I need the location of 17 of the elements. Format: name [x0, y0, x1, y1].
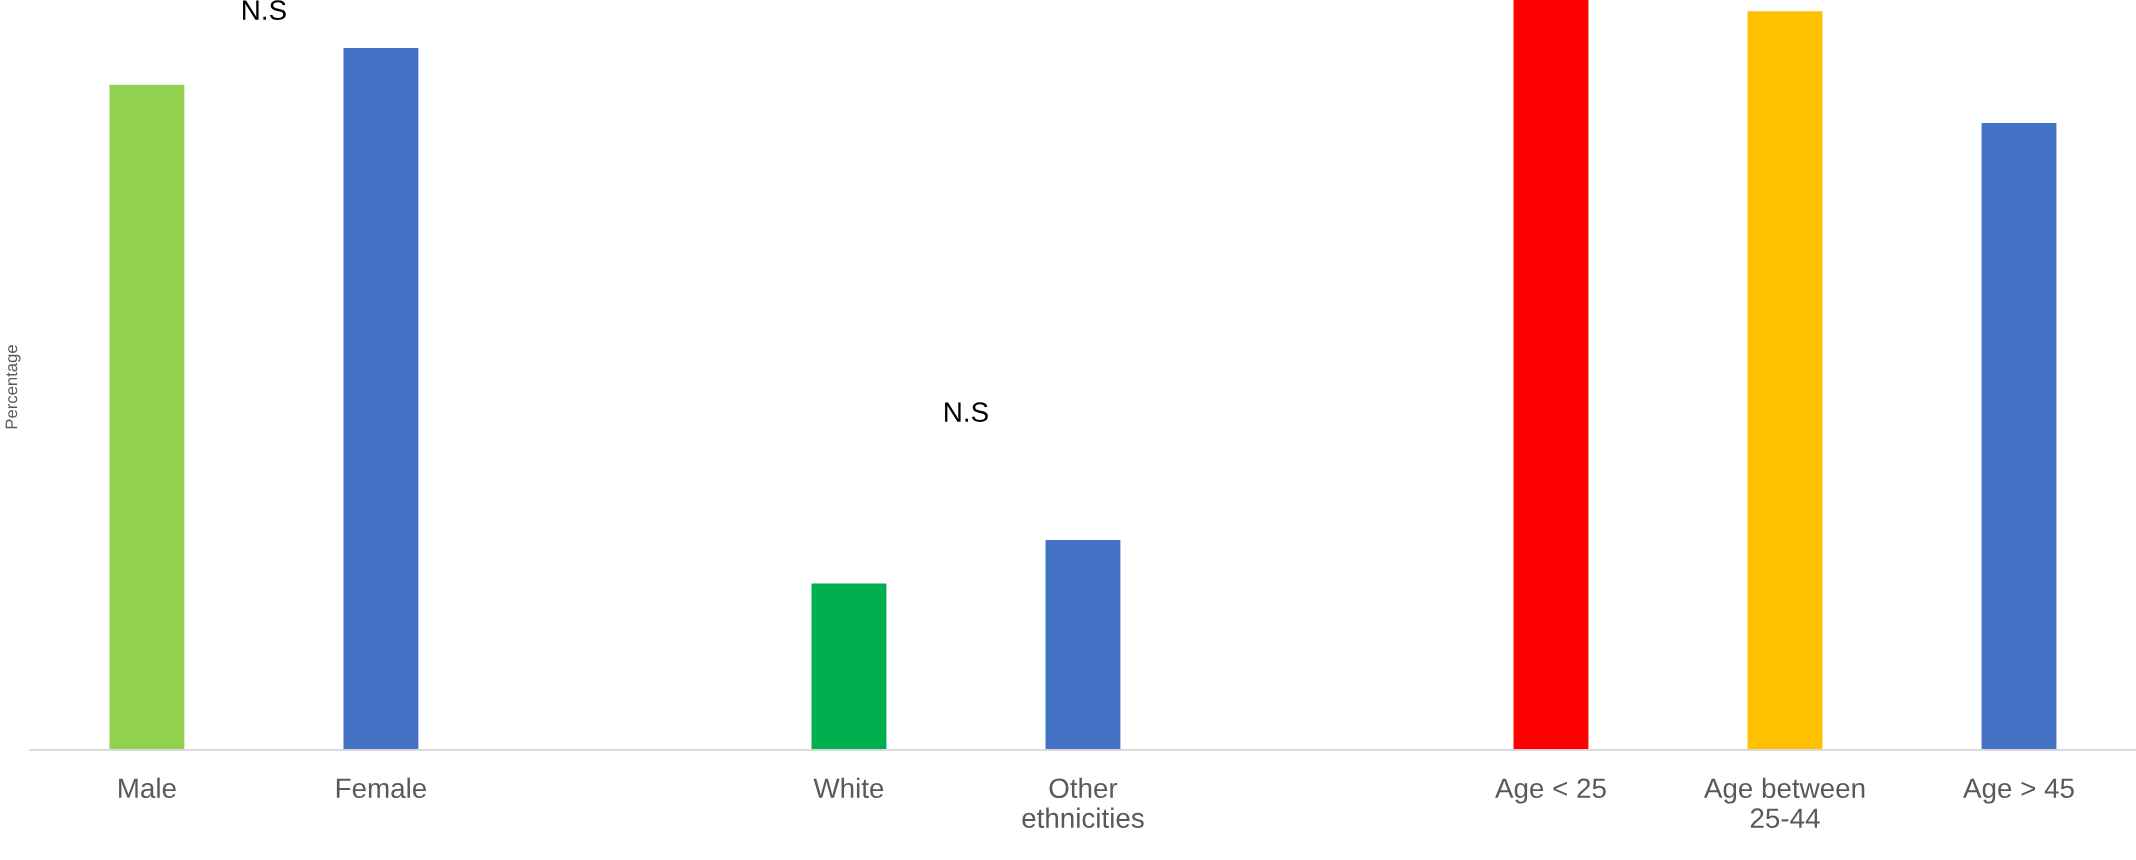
bar [1045, 539, 1121, 750]
x-tick-label: Male [119, 777, 176, 799]
bar [811, 583, 887, 750]
x-tick-label: Age between 25-44 [1703, 777, 1865, 829]
x-tick-label: Age < 25 [1495, 778, 1606, 804]
bar [1747, 11, 1823, 750]
x-tick-label: Age > 45 [1963, 778, 2074, 804]
annotation: N.S [243, 0, 286, 21]
bar [109, 84, 185, 750]
y-axis-title: Percentage [5, 345, 21, 429]
bar [1513, 0, 1589, 750]
x-tick-label: White [813, 777, 884, 799]
bar [343, 47, 419, 750]
x-tick-label: Other ethnicities [1022, 777, 1144, 829]
x-tick-label: Female [336, 777, 426, 799]
bar [1981, 122, 2057, 750]
annotation: N.S [945, 402, 988, 422]
